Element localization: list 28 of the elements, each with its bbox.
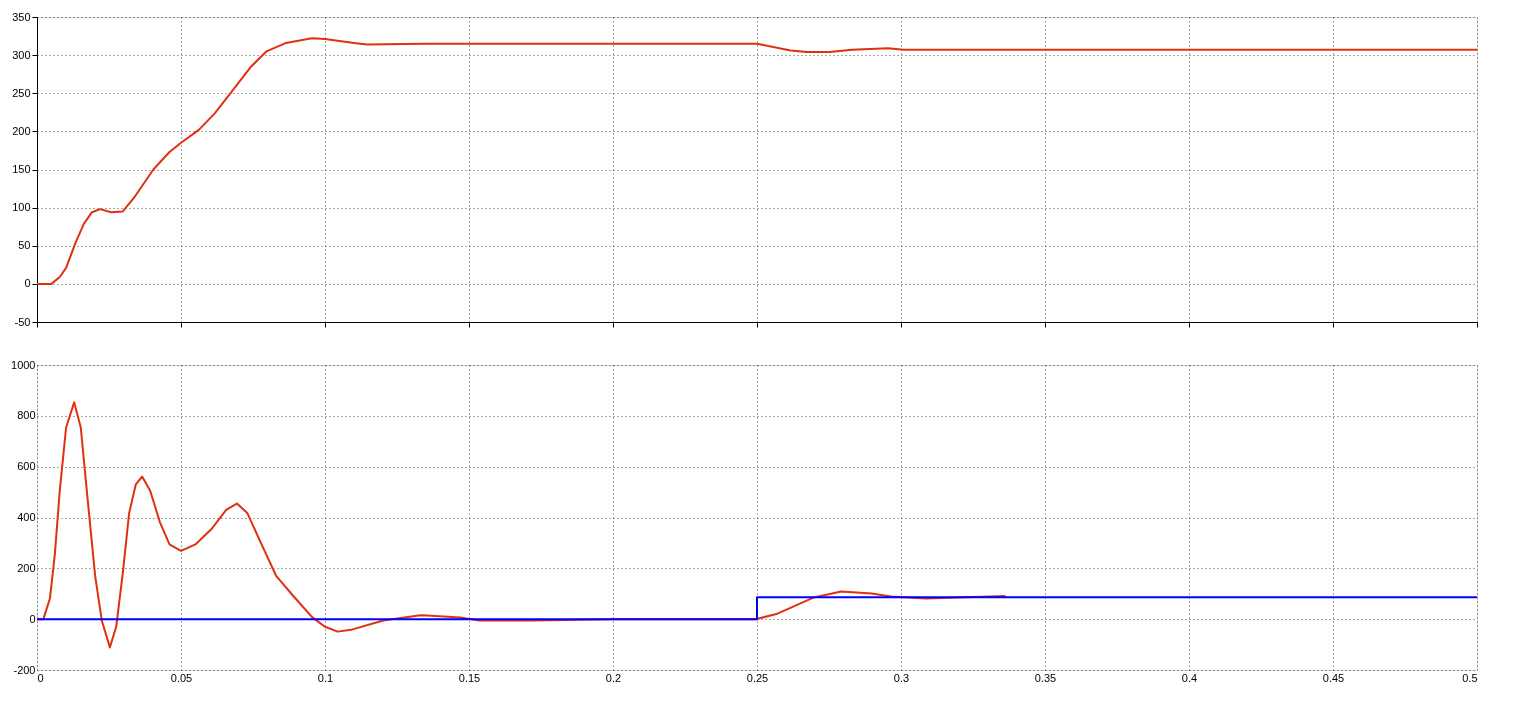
y-tick-label: 0: [29, 612, 36, 625]
y-tick-label: -200: [13, 663, 36, 676]
x-tick-label: 0.4: [1181, 671, 1198, 684]
y-tick-label: -50: [14, 315, 31, 328]
x-tick-label: 0.05: [170, 671, 193, 684]
y-tick-label: 150: [12, 163, 31, 175]
x-tick-label: 0.1: [317, 671, 334, 684]
y-tick-label: 600: [17, 460, 36, 473]
y-tick-label: 250: [12, 86, 31, 99]
x-tick-label: 0.3: [893, 671, 910, 684]
x-tick-label: 0.5: [1462, 671, 1478, 684]
x-tick-label: 0.25: [746, 671, 769, 684]
y-tick-label: 50: [18, 239, 31, 252]
y-tick-label: 200: [17, 561, 36, 574]
y-tick-label: 300: [12, 48, 31, 61]
y-tick-label: 800: [17, 409, 36, 422]
y-tick-label: 100: [12, 201, 31, 214]
x-tick-label: 0.15: [458, 671, 481, 684]
y-tick-label: 0: [24, 277, 31, 290]
line-series: [37, 37, 1477, 285]
x-tick-label: 0.35: [1034, 671, 1057, 684]
y-tick-label: 1000: [11, 358, 36, 371]
x-tick-label: 0.2: [605, 671, 622, 684]
y-tick-label: 350: [12, 10, 31, 23]
x-tick-label: 0: [37, 671, 44, 684]
x-tick-label: 0.45: [1322, 671, 1345, 684]
y-tick-label: 200: [12, 124, 31, 137]
y-tick-label: 400: [17, 511, 36, 523]
